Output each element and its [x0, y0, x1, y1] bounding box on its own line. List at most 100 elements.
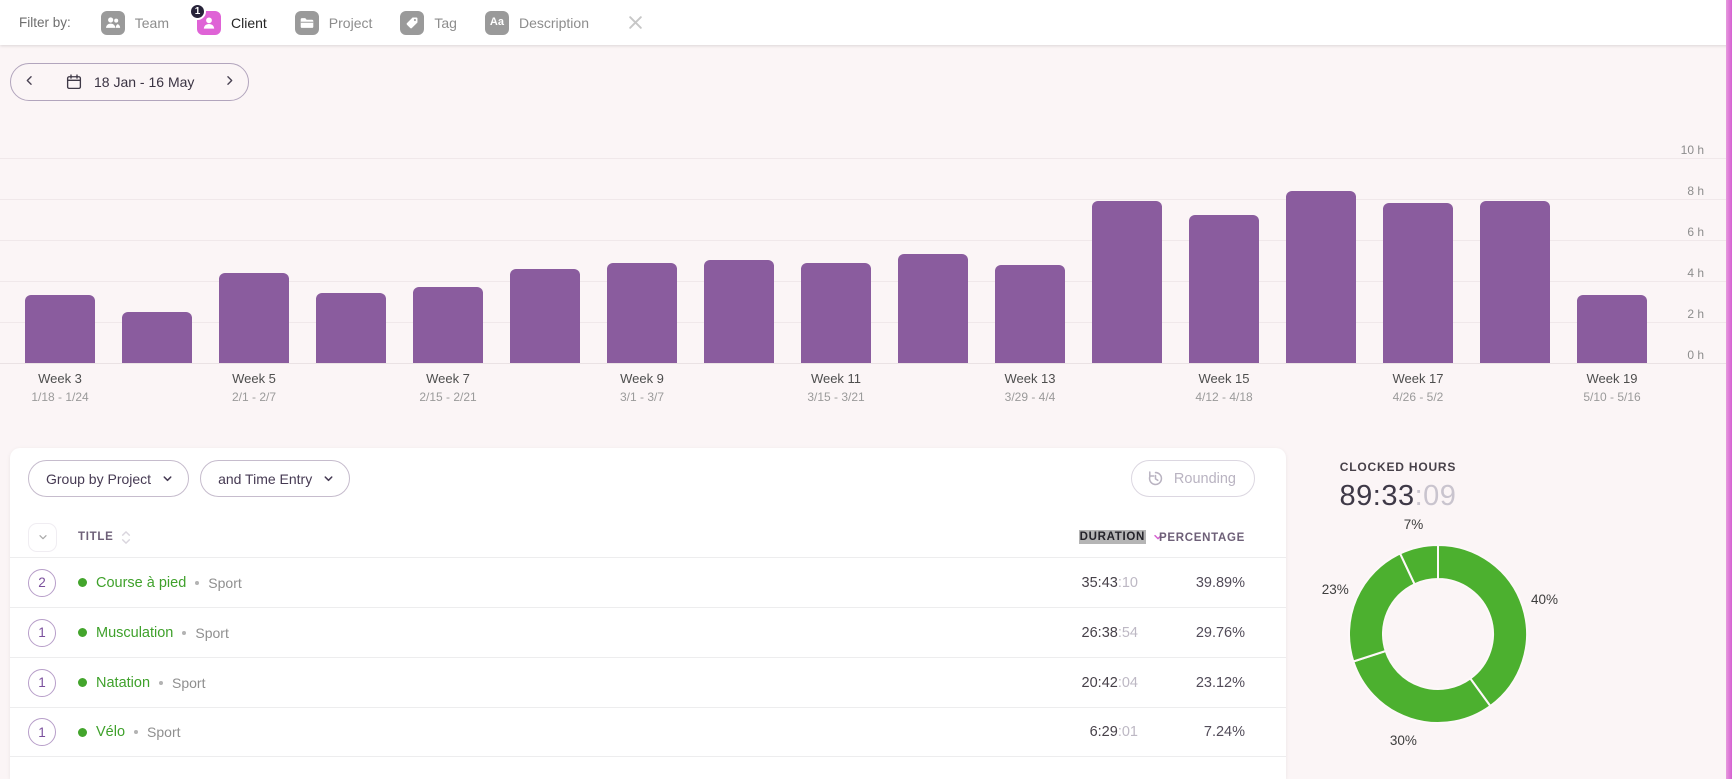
group-by-label: Group by Project — [46, 470, 152, 487]
bar-series — [25, 120, 1647, 363]
week-dates-label: 3/29 - 4/4 — [1004, 390, 1056, 404]
description-icon: Aa — [484, 10, 509, 35]
date-range-picker: 18 Jan - 16 May — [10, 63, 250, 101]
bar-week-10[interactable] — [704, 260, 774, 363]
project-name[interactable]: Musculation — [96, 624, 174, 641]
week-dates-label: 5/10 - 5/16 — [1583, 390, 1641, 404]
filter-chip-description[interactable]: Aa Description — [484, 10, 589, 35]
donut-slice-40[interactable] — [1437, 543, 1528, 708]
row-expand-count[interactable]: 1 — [28, 718, 56, 746]
donut-slice-30[interactable] — [1352, 649, 1492, 724]
x-axis-tick — [898, 371, 968, 404]
filter-chip-label: Description — [518, 14, 589, 31]
table-row[interactable]: 1 Vélo Sport 6:29:01 7.24% — [10, 707, 1286, 757]
project-color-dot — [78, 727, 87, 737]
group-by-select[interactable]: Group by Project — [28, 460, 190, 497]
filter-chip-project[interactable]: Project — [294, 10, 372, 35]
project-name[interactable]: Natation — [96, 674, 151, 691]
clocked-hours-value: 89:33:09 — [1339, 480, 1457, 512]
week-label: Week 19 — [1586, 371, 1638, 386]
week-dates-label: 1/18 - 1/24 — [31, 390, 89, 404]
row-expand-count[interactable]: 2 — [28, 568, 56, 597]
sort-carets-icon[interactable] — [121, 530, 131, 545]
project-name[interactable]: Vélo — [96, 724, 126, 740]
week-dates-label: 4/12 - 4/18 — [1195, 390, 1253, 404]
week-label: Week 15 — [1198, 371, 1250, 386]
x-axis-tick: Week 9 3/1 - 3/7 — [607, 371, 677, 404]
rounding-button[interactable]: Rounding — [1130, 460, 1255, 497]
expand-all-button[interactable] — [28, 522, 57, 552]
bar-week-9[interactable] — [607, 263, 677, 363]
sub-group-label: and Time Entry — [218, 470, 313, 487]
bar-week-6[interactable] — [316, 293, 386, 363]
gridline — [0, 199, 1726, 200]
bar-week-11[interactable] — [801, 263, 871, 363]
bar-week-14[interactable] — [1092, 201, 1162, 363]
table-row[interactable]: 1 Musculation Sport 26:38:54 29.76% — [10, 607, 1286, 657]
row-percentage: 7.24% — [1203, 724, 1245, 740]
row-percentage: 29.76% — [1195, 624, 1245, 641]
table-row[interactable]: 2 Course à pied Sport 35:43:10 39.89% — [10, 557, 1286, 607]
project-icon — [294, 10, 319, 35]
x-axis-tick — [316, 371, 386, 404]
bar-week-19[interactable] — [1577, 295, 1647, 363]
donut-slice-23[interactable] — [1348, 552, 1416, 663]
bar-week-13[interactable] — [995, 265, 1065, 363]
week-label: Week 17 — [1392, 371, 1444, 386]
row-duration: 20:42:04 — [1081, 674, 1138, 691]
x-axis-tick — [510, 371, 580, 404]
row-percentage: 39.89% — [1195, 574, 1245, 591]
week-dates-label: 2/1 - 2/7 — [231, 390, 277, 404]
next-range-button[interactable] — [211, 64, 248, 100]
filter-chip-client[interactable]: 1 Client — [189, 2, 267, 35]
row-expand-count[interactable]: 1 — [28, 668, 56, 697]
bar-week-5[interactable] — [219, 273, 289, 363]
project-name[interactable]: Course à pied — [96, 574, 187, 591]
client-name: Sport — [208, 574, 242, 591]
bar-week-8[interactable] — [510, 269, 580, 363]
filter-chip-list: Team 1 Client Project Tag Aa Description — [100, 2, 617, 35]
bar-week-15[interactable] — [1189, 215, 1259, 363]
donut-slice-7[interactable] — [1398, 543, 1439, 586]
sort-desc-icon[interactable] — [1152, 531, 1164, 543]
prev-range-button[interactable] — [11, 64, 48, 100]
row-expand-count[interactable]: 1 — [28, 618, 56, 647]
bar-week-4[interactable] — [122, 312, 192, 363]
row-duration: 6:29:01 — [1089, 724, 1138, 740]
row-duration: 26:38:54 — [1081, 624, 1138, 641]
y-axis-label: 6 h — [1687, 225, 1704, 239]
team-icon — [100, 10, 125, 35]
filter-chip-label: Team — [134, 14, 169, 31]
column-percentage[interactable]: PERCENTAGE — [1158, 532, 1245, 544]
bar-week-18[interactable] — [1480, 201, 1550, 363]
week-label: Week 7 — [426, 371, 470, 386]
project-color-dot — [78, 678, 87, 687]
y-axis-label: 4 h — [1687, 266, 1704, 280]
x-axis-tick — [122, 371, 192, 404]
bar-week-16[interactable] — [1286, 191, 1356, 363]
bar-week-12[interactable] — [898, 254, 968, 363]
sub-group-select[interactable]: and Time Entry — [200, 460, 351, 497]
filter-by-label: Filter by: — [19, 15, 71, 30]
clear-filters-icon[interactable] — [627, 14, 644, 31]
filter-chip-team[interactable]: Team — [100, 10, 169, 35]
date-range-button[interactable]: 18 Jan - 16 May — [48, 64, 211, 100]
donut-label-30: 30% — [1390, 733, 1417, 748]
filter-chip-tag[interactable]: Tag — [400, 10, 457, 35]
client-name: Sport — [172, 674, 206, 691]
donut-label-23: 23% — [1322, 582, 1349, 597]
bar-week-3[interactable] — [25, 295, 95, 363]
x-axis-tick: Week 15 4/12 - 4/18 — [1189, 371, 1259, 404]
table-row[interactable]: 1 Natation Sport 20:42:04 23.12% — [10, 657, 1286, 707]
gridline — [0, 158, 1726, 159]
column-duration[interactable]: DURATION — [1078, 530, 1146, 544]
column-title[interactable]: TITLE — [78, 531, 114, 543]
clocked-hours-label: CLOCKED HOURS — [1339, 460, 1457, 474]
week-dates-label: 2/15 - 2/21 — [419, 390, 477, 404]
table-header: TITLE DURATION PERCENTAGE — [10, 517, 1286, 557]
bar-week-17[interactable] — [1383, 203, 1453, 363]
x-axis-tick: Week 13 3/29 - 4/4 — [995, 371, 1065, 404]
bar-week-7[interactable] — [413, 287, 483, 363]
table-controls: Group by Project and Time Entry — [10, 448, 1286, 497]
x-axis-tick — [1286, 371, 1356, 404]
